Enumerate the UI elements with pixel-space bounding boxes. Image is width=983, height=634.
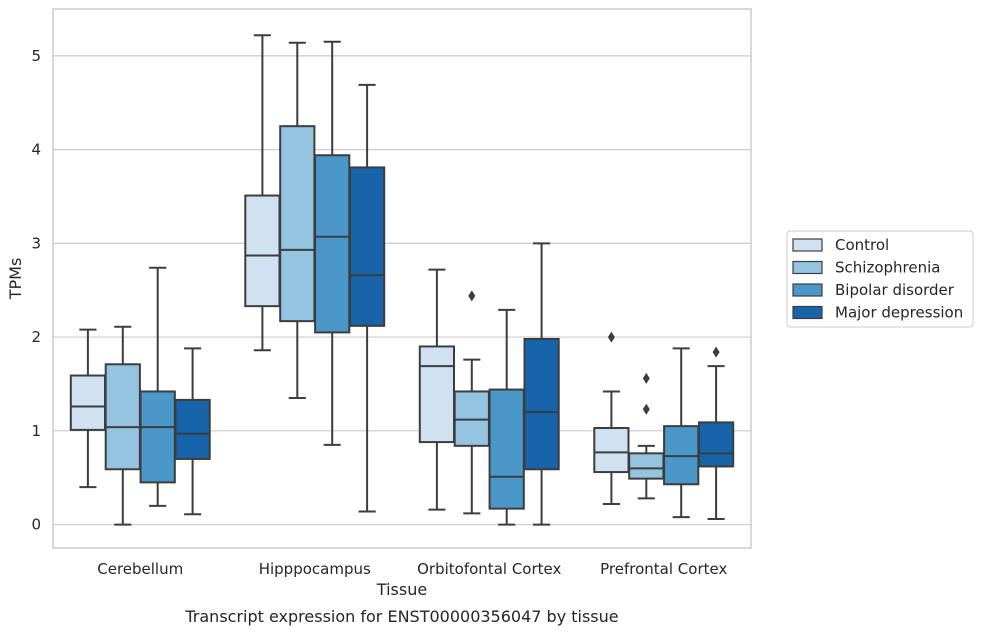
x-tick-label: Hipppocampus [259, 560, 371, 578]
plot-frame [52, 8, 752, 549]
x-axis-ticks: Cerebellum Hipppocampus Orbitofontal Corte… [97, 560, 727, 578]
box-bipolar-disorder [139, 266, 176, 507]
iqr-box [104, 363, 141, 471]
iqr-box [314, 154, 351, 334]
iqr-box [348, 166, 386, 327]
iqr-box [523, 337, 560, 471]
y-tick-label: 3 [31, 234, 41, 252]
box-plots [69, 34, 735, 526]
legend-label: Major depression [835, 304, 963, 322]
box-control [593, 331, 630, 505]
legend-swatch [792, 260, 823, 275]
box-major-depression [697, 346, 735, 520]
iqr-box [174, 398, 211, 460]
box-schizophrenia [104, 325, 141, 526]
iqr-box [697, 421, 735, 468]
iqr-box [139, 390, 176, 484]
iqr-box [488, 388, 525, 510]
iqr-box [279, 125, 316, 323]
y-tick-label: 1 [31, 422, 41, 440]
box-control [244, 34, 281, 352]
outlier-point [607, 331, 615, 343]
iqr-box [593, 427, 630, 474]
x-axis-label: Tissue [376, 580, 427, 599]
box-control [418, 268, 456, 511]
legend: Control Schizophrenia Bipolar disorder Majo… [786, 230, 974, 328]
legend-label: Control [835, 236, 889, 254]
iqr-box [418, 345, 456, 444]
legend-swatch [792, 305, 823, 320]
legend-label: Schizophrenia [835, 259, 940, 277]
y-tick-label: 4 [31, 141, 41, 159]
y-tick-label: 5 [31, 47, 41, 65]
box-bipolar-disorder [314, 40, 351, 446]
x-tick-label: Cerebellum [97, 560, 183, 578]
x-tick-label: Prefrontal Cortex [600, 560, 727, 578]
iqr-box [69, 374, 107, 431]
box-major-depression [523, 242, 560, 526]
box-schizophrenia [628, 372, 665, 500]
box-bipolar-disorder [663, 347, 700, 519]
box-schizophrenia [279, 41, 316, 400]
iqr-box [628, 452, 665, 480]
y-tick-label: 0 [31, 516, 41, 534]
iqr-box [244, 194, 281, 308]
outlier-point [712, 346, 720, 358]
chart-caption: Transcript expression for ENST0000035604… [184, 607, 618, 626]
box-bipolar-disorder [488, 308, 525, 526]
y-tick-label: 2 [31, 328, 41, 346]
box-major-depression [348, 83, 386, 513]
y-axis-ticks: 0 1 2 3 4 5 [31, 47, 41, 534]
legend-swatch [792, 283, 823, 297]
x-tick-label: Orbitofontal Cortex [417, 560, 561, 578]
outlier-point [642, 403, 650, 415]
legend-swatch [792, 238, 823, 252]
legend-frame [786, 230, 974, 328]
box-major-depression [174, 347, 211, 516]
y-axis-label: TPMs [6, 258, 25, 301]
box-control [69, 328, 107, 489]
outlier-point [642, 372, 650, 384]
outlier-point [468, 290, 476, 302]
box-schizophrenia [453, 290, 490, 515]
legend-label: Bipolar disorder [835, 281, 955, 299]
